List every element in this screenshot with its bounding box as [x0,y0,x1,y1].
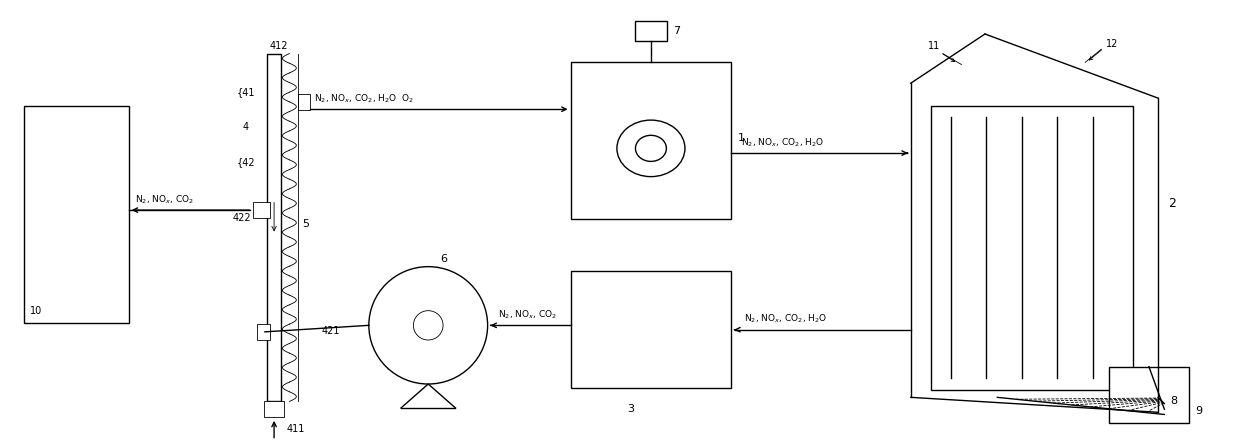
Bar [570,271,732,389]
Text: 2: 2 [1168,197,1176,209]
Text: {42: {42 [237,157,255,167]
Text: N$_2$, NO$_x$, CO$_2$: N$_2$, NO$_x$, CO$_2$ [497,309,557,321]
Text: 11: 11 [928,41,940,51]
Bar [298,94,310,110]
Bar [24,106,129,323]
Bar [1109,366,1189,423]
Text: 411: 411 [286,424,305,434]
Bar [570,62,732,219]
Text: 10: 10 [30,306,42,317]
Text: N$_2$, NO$_x$, CO$_2$, H$_2$O: N$_2$, NO$_x$, CO$_2$, H$_2$O [742,136,825,149]
Text: 412: 412 [270,41,289,51]
Text: 422: 422 [233,213,252,223]
Text: N$_2$, NO$_x$, CO$_2$, H$_2$O  O$_2$: N$_2$, NO$_x$, CO$_2$, H$_2$O O$_2$ [314,93,414,105]
Text: 7: 7 [673,26,681,36]
Text: 4: 4 [243,122,249,132]
Text: N$_2$, NO$_x$, CO$_2$: N$_2$, NO$_x$, CO$_2$ [135,193,195,206]
Text: 12: 12 [1106,39,1118,49]
Text: N$_2$, NO$_x$, CO$_2$, H$_2$O: N$_2$, NO$_x$, CO$_2$, H$_2$O [744,313,827,325]
Bar [930,106,1133,390]
Bar [258,324,270,340]
Text: 5: 5 [301,220,309,229]
Text: {41: {41 [237,87,255,97]
Text: 1: 1 [738,133,744,142]
Bar [264,401,284,417]
Bar [253,202,270,218]
Text: 6: 6 [440,254,448,264]
Text: 9: 9 [1195,407,1203,416]
Text: 3: 3 [626,404,634,414]
Text: 8: 8 [1171,396,1178,406]
Bar [268,53,280,401]
Text: 421: 421 [322,326,340,336]
Bar [635,21,667,41]
